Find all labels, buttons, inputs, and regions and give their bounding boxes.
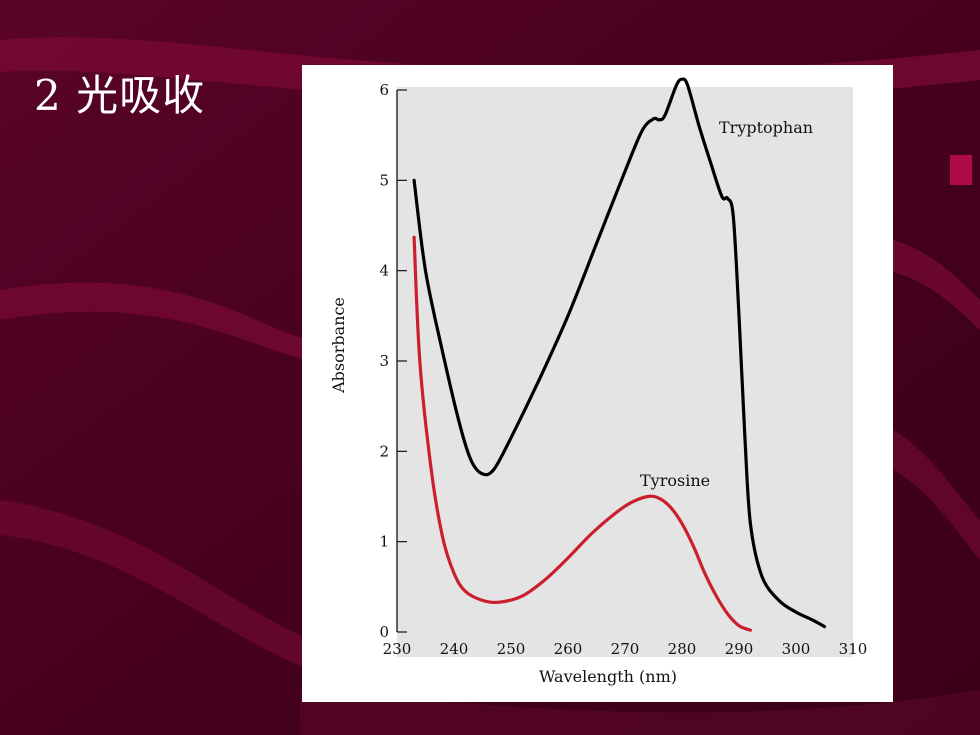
x-tick-label: 290	[725, 640, 754, 658]
background-stripe	[300, 690, 980, 735]
axis-ticks: 0 1 2 3 4 5 6 230 240 250 260 270 280 290 300 310	[379, 81, 867, 658]
data-series	[412, 77, 827, 632]
x-tick-label: 260	[554, 640, 583, 658]
figure-panel: 0 1 2 3 4 5 6 230 240 250 260 270 280 290 300 310 Wavel…	[302, 65, 893, 702]
slide-title: 2 光吸收	[34, 71, 206, 120]
tryptophan-label: Tryptophan	[719, 118, 813, 137]
background-stripe	[893, 240, 980, 330]
background-stripe	[0, 282, 310, 360]
x-tick-label: 230	[383, 640, 412, 658]
x-tick-label: 240	[440, 640, 469, 658]
plot-area	[397, 87, 853, 657]
x-tick-label: 280	[668, 640, 697, 658]
x-tick-label: 300	[782, 640, 811, 658]
y-tick-label: 4	[379, 262, 389, 280]
x-tick-label: 310	[839, 640, 868, 658]
y-tick-label: 1	[379, 533, 389, 551]
x-axis-title: Wavelength (nm)	[539, 667, 677, 686]
background-stripe	[0, 500, 310, 670]
x-tick-label: 270	[611, 640, 640, 658]
y-tick-label: 3	[379, 352, 389, 370]
tryptophan-curve	[412, 77, 827, 629]
x-tick-label: 250	[497, 640, 526, 658]
tyrosine-label: Tyrosine	[640, 471, 710, 490]
y-tick-label: 0	[379, 623, 389, 641]
y-axis-title: Absorbance	[329, 297, 348, 394]
y-tick-label: 2	[379, 442, 389, 460]
accent-square	[950, 155, 972, 185]
background-stripe	[893, 430, 980, 560]
y-tick-label: 6	[379, 81, 389, 99]
tyrosine-curve	[412, 235, 752, 632]
absorbance-chart: 0 1 2 3 4 5 6 230 240 250 260 270 280 290 300 310 Wavel…	[329, 77, 867, 686]
y-tick-label: 5	[379, 171, 389, 189]
